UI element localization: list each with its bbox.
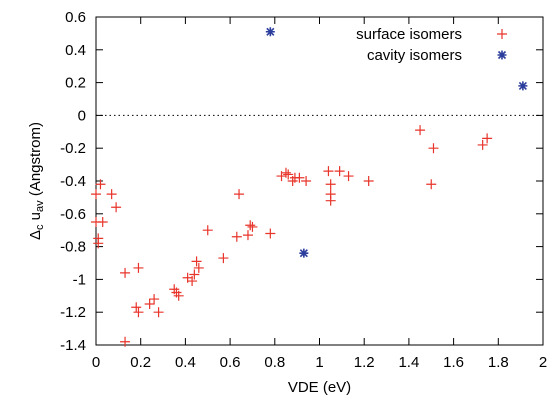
legend-label: cavity isomers: [367, 47, 462, 64]
surface-isomer-point: [283, 169, 294, 180]
x-tick-label: 0.4: [175, 354, 196, 371]
surface-isomer-point: [245, 220, 256, 231]
surface-isomer-point: [301, 176, 312, 186]
surface-isomer-point: [265, 228, 276, 239]
y-axis-label-mid: u: [27, 212, 44, 225]
surface-isomer-point: [202, 225, 213, 236]
data-points: [91, 27, 528, 347]
surface-isomer-point: [191, 256, 202, 267]
surface-isomer-point: [131, 302, 142, 313]
y-axis-label-suffix: (Angstrom): [27, 122, 44, 200]
surface-isomer-point: [280, 167, 291, 178]
surface-isomer-point: [120, 336, 131, 347]
x-tick-label: 0: [92, 354, 100, 371]
y-tick-label: 0.2: [65, 75, 86, 92]
surface-isomer-point: [133, 262, 144, 273]
surface-isomer-point: [363, 176, 374, 186]
surface-isomer-point: [93, 238, 104, 249]
legend-label: surface isomers: [356, 26, 462, 43]
surface-isomer-point: [189, 269, 200, 280]
x-tick-label: 1.4: [398, 354, 419, 371]
surface-isomer-point: [193, 262, 204, 273]
surface-isomer-point: [95, 179, 106, 190]
surface-isomer-point: [323, 166, 334, 177]
surface-isomer-point: [231, 231, 242, 242]
surface-isomer-point: [106, 189, 117, 200]
surface-isomer-point: [325, 195, 336, 206]
surface-isomer-point: [153, 307, 164, 318]
x-tick-label: 0.2: [130, 354, 151, 371]
cavity-isomer-point: [265, 27, 275, 37]
x-tick-label: 0.8: [264, 354, 285, 371]
surface-isomer-point: [294, 172, 305, 183]
x-tick-label: 1.8: [488, 354, 509, 371]
cavity-isomer-point: [518, 81, 528, 91]
legend: surface isomers cavity isomers: [356, 26, 507, 64]
y-tick-label: -0.6: [60, 206, 86, 223]
surface-isomer-point: [428, 143, 439, 154]
surface-isomer-point: [343, 171, 354, 182]
x-tick-label: 1.6: [443, 354, 464, 371]
y-tick-label: -1.2: [60, 304, 86, 321]
x-tick-label: 0.6: [220, 354, 241, 371]
surface-isomer-point: [120, 267, 131, 278]
surface-isomer-point: [133, 307, 144, 318]
y-tick-label: -0.4: [60, 173, 86, 190]
surface-isomer-point: [149, 294, 160, 305]
y-tick-label: -1: [73, 271, 86, 288]
x-axis-ticks: 0 0.2 0.4 0.6 0.8 1 1.2 1.4 1.6 1.8 2: [92, 17, 547, 371]
x-tick-label: 1.2: [354, 354, 375, 371]
surface-isomer-point: [91, 189, 101, 200]
y-axis-label-sub2: av: [34, 200, 46, 212]
surface-isomer-point: [482, 133, 493, 144]
surface-isomer-point: [111, 202, 122, 213]
surface-isomer-point: [426, 179, 437, 190]
x-axis-label: VDE (eV): [288, 379, 351, 396]
y-tick-label: 0.6: [65, 9, 86, 26]
surface-isomer-point: [325, 179, 336, 190]
y-axis-ticks: -1.4 -1.2 -1 -0.8 -0.6 -0.4 -0.2 0 0.2 0.4 0.6: [60, 9, 543, 354]
y-tick-label: -0.2: [60, 140, 86, 157]
y-axis-label: Δc uav (Angstrom): [27, 122, 46, 240]
y-tick-label: -0.8: [60, 239, 86, 256]
surface-isomer-point: [173, 290, 184, 301]
surface-isomer-point: [242, 230, 253, 241]
surface-isomer-point: [218, 253, 229, 264]
legend-marker-surface: [497, 29, 507, 39]
surface-isomer-point: [477, 139, 488, 150]
y-tick-label: -1.4: [60, 337, 86, 354]
surface-isomer-point: [334, 166, 345, 177]
surface-isomer-point: [144, 299, 155, 309]
surface-isomer-point: [247, 221, 258, 232]
surface-isomer-point: [187, 276, 198, 287]
x-tick-label: 2: [539, 354, 547, 371]
y-tick-label: 0.4: [65, 42, 86, 59]
surface-isomer-point: [234, 189, 245, 200]
axes-frame: [95, 16, 544, 346]
legend-marker-cavity: [497, 50, 507, 60]
surface-isomer-point: [415, 125, 426, 136]
y-tick-label: 0: [78, 107, 86, 124]
plot-frame: [95, 16, 544, 346]
y-axis-label-prefix: Δ: [27, 230, 44, 240]
y-axis-label-sub1: c: [34, 224, 46, 230]
surface-isomer-point: [97, 217, 108, 227]
x-tick-label: 1: [315, 354, 323, 371]
cavity-isomer-point: [299, 248, 309, 258]
